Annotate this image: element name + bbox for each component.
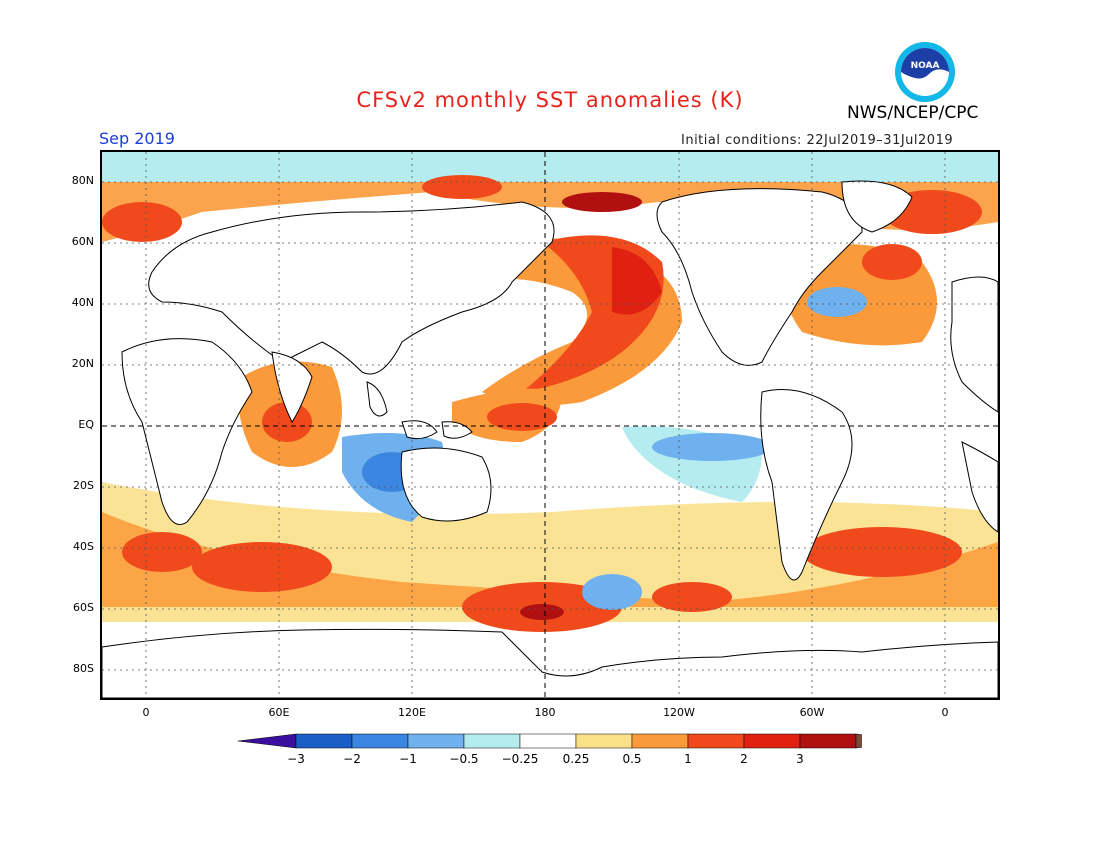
colorbar-segment (407, 733, 465, 749)
lat-label: 60N (71, 235, 94, 248)
eurasia (148, 201, 555, 375)
colorbar-segment (631, 733, 689, 749)
lat-label: 60S (73, 601, 94, 614)
colorbar-tick-label: 0.25 (562, 752, 590, 766)
colorbar-tick-label: 3 (796, 752, 804, 766)
colorbar-segment (519, 733, 577, 749)
colorbar-segment (687, 733, 745, 749)
chart-title: CFSv2 monthly SST anomalies (K) (356, 88, 744, 112)
north-america (656, 188, 863, 366)
lat-label: EQ (78, 418, 94, 431)
lat-label: 80N (71, 174, 94, 187)
agency-label: NWS/NCEP/CPC (847, 103, 979, 123)
colorbar-segment (238, 733, 297, 749)
colorbar-tick-label: −3 (287, 752, 305, 766)
lon-label: 120E (398, 706, 426, 719)
lat-label: 40S (73, 540, 94, 553)
colorbar-tick-label: 1 (684, 752, 692, 766)
colorbar-segment (743, 733, 801, 749)
colorbar (238, 733, 862, 749)
initial-conditions: Initial conditions: 22Jul2019–31Jul2019 (681, 133, 954, 148)
sst-anomaly-map (100, 150, 1000, 700)
colorbar-segment (351, 733, 409, 749)
australia (400, 447, 492, 522)
arctic-band (102, 152, 998, 182)
colorbar-tick-label: −0.25 (501, 752, 539, 766)
colorbar-segment (295, 733, 353, 749)
south-america (760, 389, 853, 581)
svg-text:NOAA: NOAA (911, 61, 940, 71)
lon-label: 60E (268, 706, 290, 719)
africa (121, 338, 253, 525)
colorbar-segment (799, 733, 857, 749)
noaa-logo-icon: NOAA (895, 42, 955, 102)
lon-label: 0 (941, 706, 949, 719)
colorbar-tick-label: −2 (343, 752, 361, 766)
colorbar-tick-label: −0.5 (449, 752, 479, 766)
colorbar-tick-label: 0.5 (622, 752, 642, 766)
colorbar-segment (575, 733, 633, 749)
lat-label: 40N (71, 296, 94, 309)
lon-label: 0 (142, 706, 150, 719)
colorbar-segment (463, 733, 521, 749)
colorbar-tick-label: 2 (740, 752, 748, 766)
lat-label: 80S (73, 662, 94, 675)
lon-label: 120W (663, 706, 695, 719)
lon-label: 180 (534, 706, 556, 719)
map-canvas (102, 152, 998, 698)
forecast-month: Sep 2019 (99, 129, 175, 148)
antarctica (102, 628, 998, 698)
lat-label: 20N (71, 357, 94, 370)
lat-label: 20S (73, 479, 94, 492)
lon-label: 60W (799, 706, 825, 719)
colorbar-segment (855, 733, 862, 749)
colorbar-tick-label: −1 (399, 752, 417, 766)
